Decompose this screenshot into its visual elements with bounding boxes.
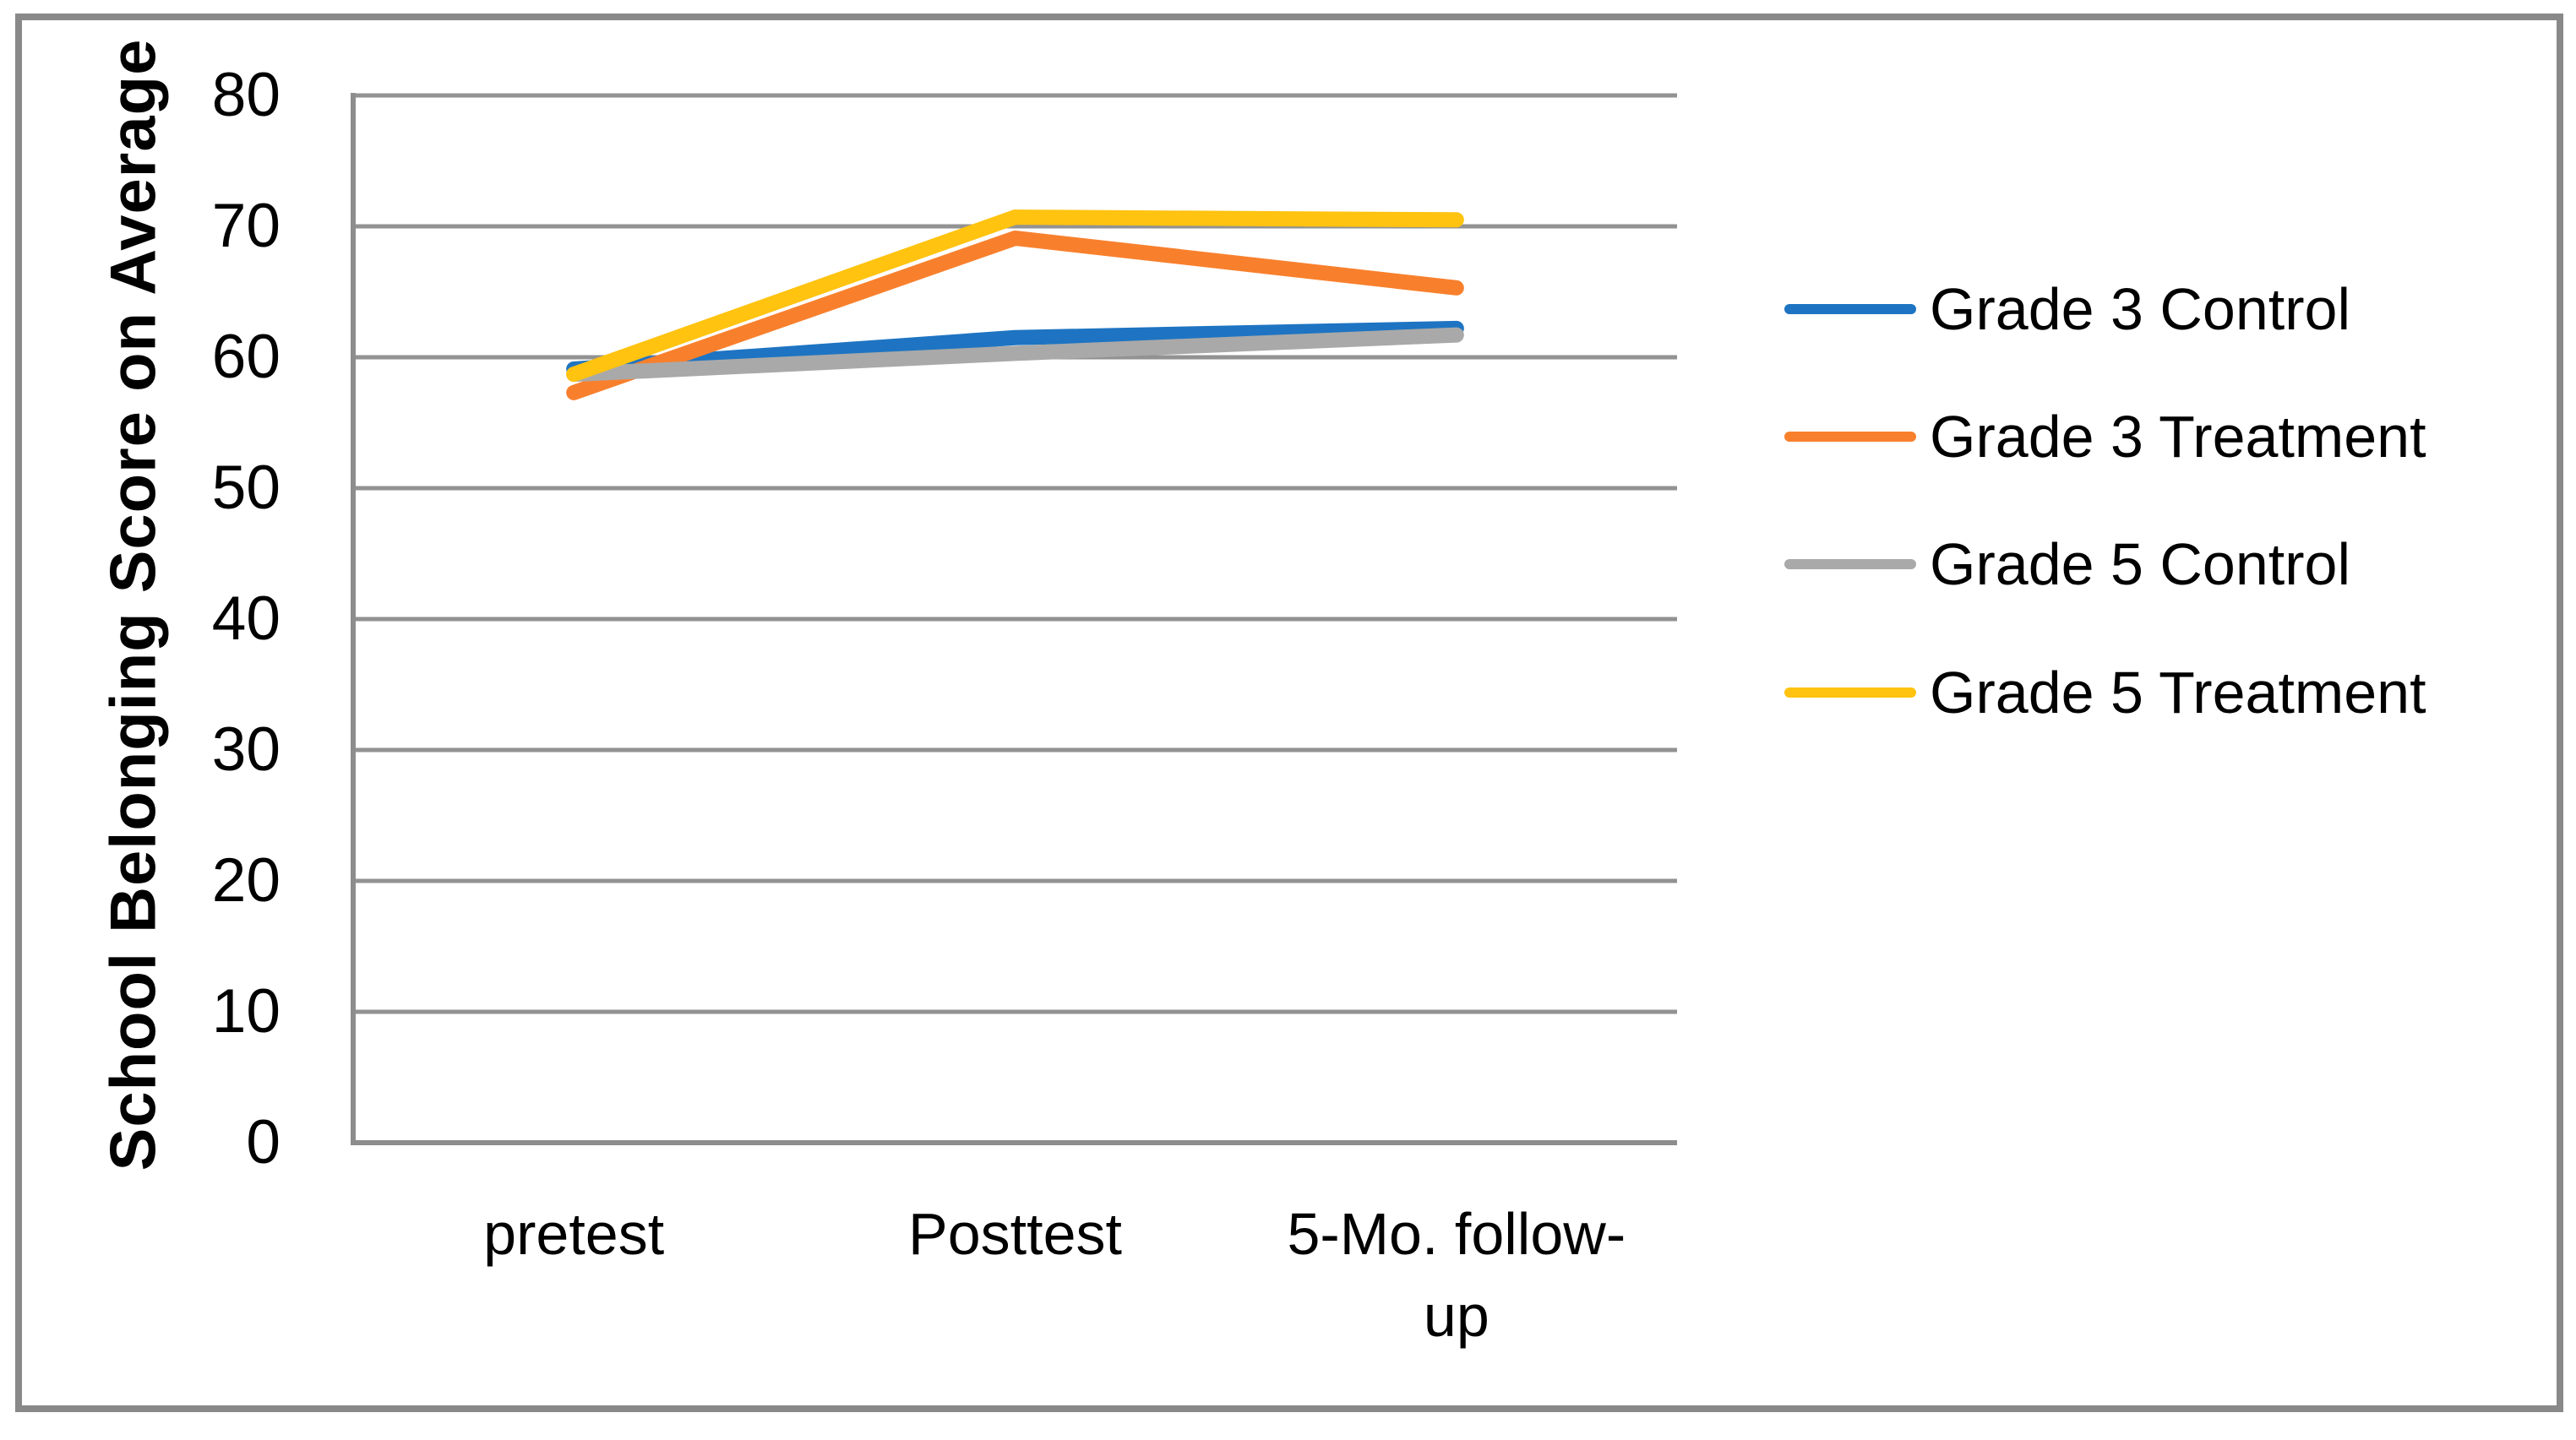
y-tick-label-60: 60 bbox=[211, 323, 280, 391]
series-line-grade-5-treatment bbox=[566, 209, 1464, 383]
y-tick-label-70: 70 bbox=[211, 192, 280, 260]
legend-swatch-icon bbox=[1784, 687, 1916, 698]
x-tick-label-pretest: pretest bbox=[483, 1201, 665, 1267]
y-tick-label-10: 10 bbox=[211, 977, 280, 1046]
legend-label: Grade 3 Treatment bbox=[1930, 404, 2426, 470]
y-tick-label-20: 20 bbox=[211, 846, 280, 915]
y-tick-label-0: 0 bbox=[246, 1108, 280, 1176]
legend-item-grade-3-treatment: Grade 3 Treatment bbox=[1784, 394, 2426, 479]
legend-item-grade-5-control: Grade 5 Control bbox=[1784, 522, 2350, 606]
chart-outer-border bbox=[15, 14, 2563, 1412]
series-line-grade-3-control bbox=[566, 320, 1464, 377]
y-tick-label-50: 50 bbox=[211, 454, 280, 522]
legend-swatch-icon bbox=[1784, 432, 1916, 442]
y-tick-label-30: 30 bbox=[211, 715, 280, 784]
legend-label: Grade 5 Control bbox=[1930, 531, 2351, 597]
series-line-grade-3-treatment bbox=[566, 230, 1464, 400]
legend-label: Grade 3 Control bbox=[1930, 276, 2351, 342]
series-line-grade-5-control bbox=[566, 327, 1464, 383]
legend-item-grade-5-treatment: Grade 5 Treatment bbox=[1784, 650, 2426, 735]
x-tick-label-posttest: Posttest bbox=[908, 1201, 1122, 1267]
y-tick-label-80: 80 bbox=[211, 61, 280, 129]
x-tick-label-5-mo-follow-up: 5-Mo. follow- up bbox=[1287, 1201, 1626, 1349]
legend-item-grade-3-control: Grade 3 Control bbox=[1784, 267, 2350, 351]
legend-swatch-icon bbox=[1784, 304, 1916, 314]
y-tick-label-40: 40 bbox=[211, 584, 280, 653]
legend-label: Grade 5 Treatment bbox=[1930, 660, 2426, 725]
legend-swatch-icon bbox=[1784, 559, 1916, 569]
